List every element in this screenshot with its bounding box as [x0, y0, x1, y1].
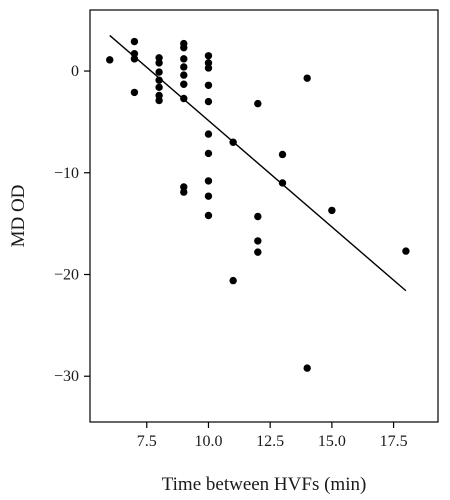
data-point [204, 177, 213, 185]
data-point [155, 68, 163, 76]
data-point [303, 74, 311, 82]
x-tick-label: 15.0 [318, 433, 346, 450]
data-point [180, 80, 188, 88]
data-point [106, 56, 114, 64]
data-point [278, 150, 287, 159]
data-point [254, 212, 262, 221]
data-point [130, 37, 139, 46]
y-tick-label: 0 [71, 63, 79, 80]
data-point [278, 179, 287, 187]
data-point [130, 88, 139, 97]
data-point [155, 76, 163, 84]
data-point [204, 97, 213, 106]
x-axis-label: Time between HVFs (min) [162, 474, 367, 495]
data-point [204, 52, 213, 60]
data-point [155, 59, 163, 67]
data-point [155, 91, 163, 100]
plot-frame [89, 9, 439, 423]
data-point [254, 248, 262, 256]
data-point [204, 130, 213, 138]
data-point [402, 247, 410, 255]
data-point [130, 55, 139, 63]
data-point [204, 192, 213, 200]
y-axis: 0 −10 −20 −30 [54, 63, 90, 385]
data-point [204, 64, 213, 72]
y-tick-label: −10 [54, 165, 79, 182]
data-point [229, 138, 237, 146]
data-point [180, 188, 188, 196]
data-point [204, 59, 213, 67]
data-point [204, 81, 213, 89]
data-points [106, 37, 410, 372]
data-point [180, 94, 188, 103]
data-point [180, 55, 188, 63]
data-point [204, 149, 213, 158]
data-point [204, 211, 213, 220]
data-point [155, 83, 163, 92]
y-tick-label: −30 [54, 368, 79, 385]
x-axis: 7.5 10.0 12.5 15.0 17.5 [137, 422, 408, 450]
data-point [180, 71, 188, 79]
x-tick-label: 12.5 [256, 433, 284, 450]
data-point [303, 364, 311, 372]
x-tick-label: 7.5 [137, 433, 157, 450]
x-tick-label: 10.0 [194, 433, 222, 450]
data-point [180, 183, 188, 191]
data-point [155, 96, 163, 105]
data-point [180, 63, 188, 71]
data-point [229, 276, 237, 285]
x-tick-label: 17.5 [380, 433, 408, 450]
data-point [155, 54, 163, 62]
y-tick-label: −20 [54, 266, 79, 283]
data-point [130, 50, 139, 58]
data-point [254, 99, 262, 108]
data-point [328, 206, 336, 215]
y-axis-label: MD OD [8, 185, 29, 248]
data-point [254, 237, 262, 245]
data-point [180, 43, 188, 52]
